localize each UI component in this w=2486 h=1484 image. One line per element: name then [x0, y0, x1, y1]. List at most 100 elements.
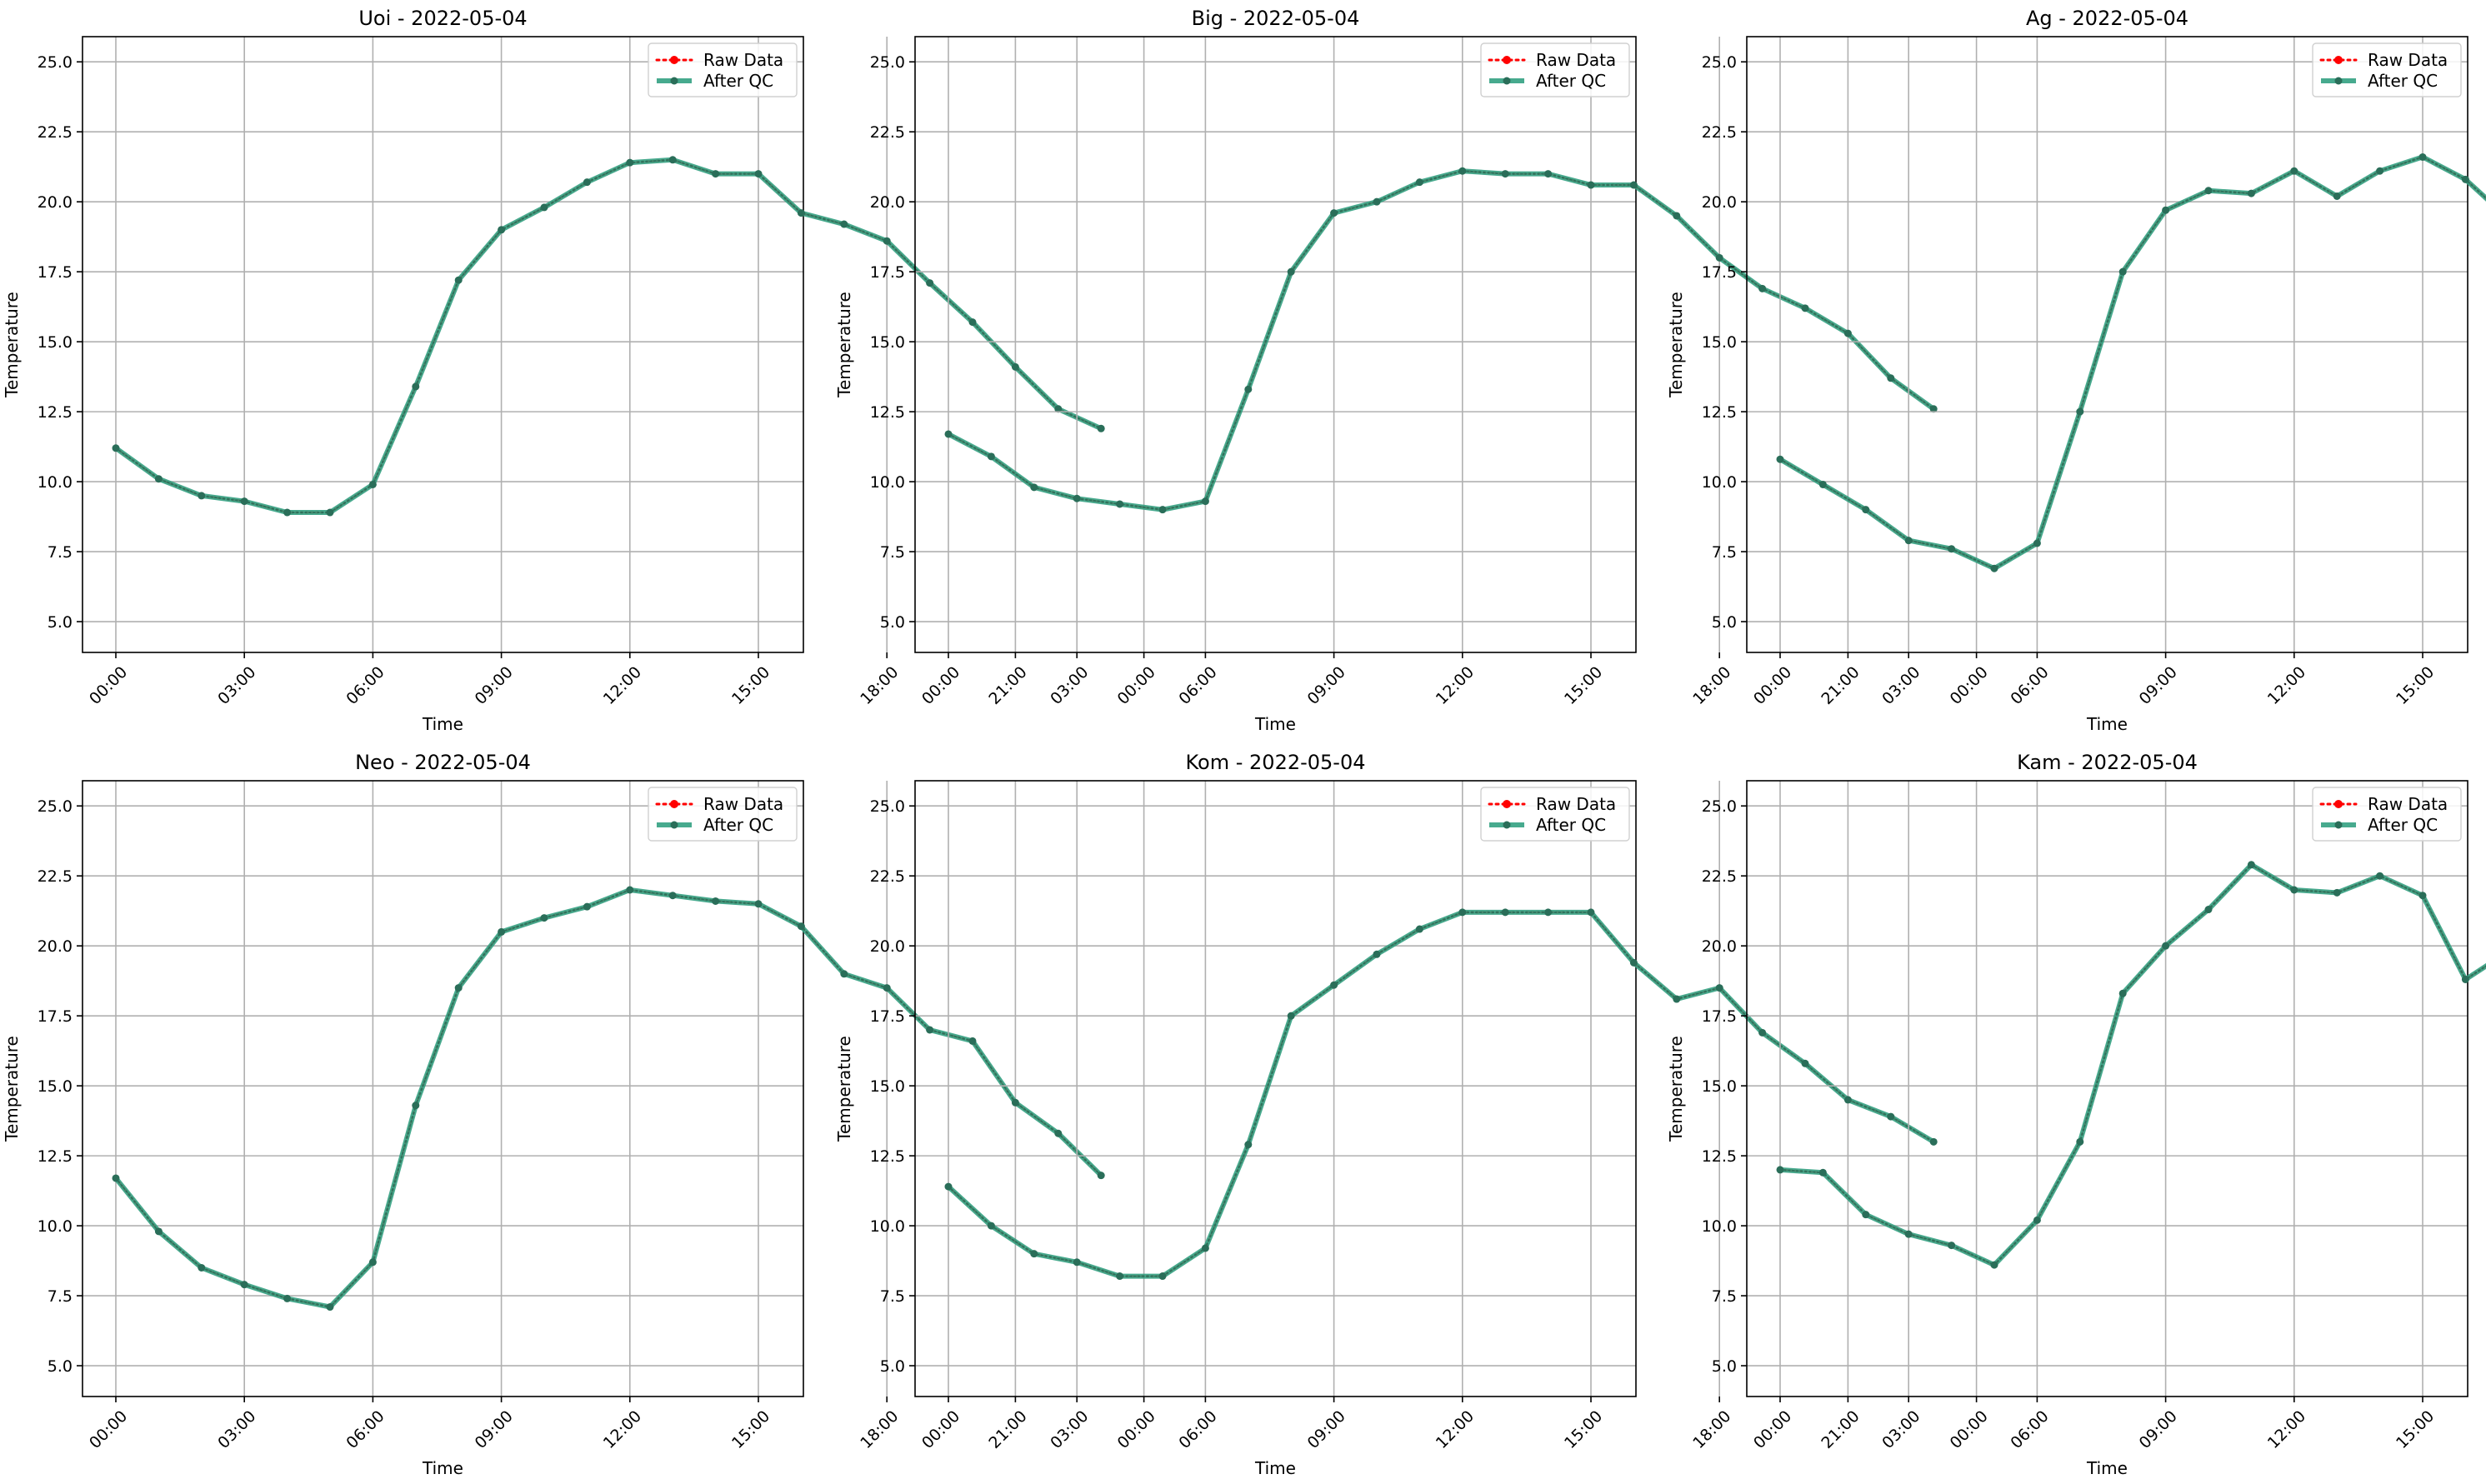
after-qc-point — [326, 1303, 334, 1312]
y-axis-label: Temperature — [1666, 292, 1686, 398]
x-tick-label: 15:00 — [2393, 1407, 2438, 1452]
y-tick-label: 12.5 — [38, 403, 73, 422]
chart-panel: Big - 2022-05-04 5.0 7.5 10.0 12.5 15.0 17.5 20… — [834, 7, 1992, 734]
after-qc-point — [1904, 1230, 1913, 1238]
y-tick-label: 25.0 — [38, 797, 73, 816]
after-qc-point — [1629, 181, 1638, 189]
after-qc-point — [1887, 374, 1895, 382]
chart-title: Neo - 2022-05-04 — [355, 751, 531, 774]
after-qc-point — [198, 492, 206, 500]
after-qc-point — [1116, 1272, 1124, 1281]
after-qc-point — [1904, 537, 1913, 545]
x-axis-label: Time — [2086, 714, 2128, 734]
x-tick-label: 03:00 — [1878, 663, 1923, 708]
x-tick-label: 03:00 — [1047, 663, 1092, 708]
legend-qc-marker — [670, 821, 678, 829]
legend-raw-marker — [670, 800, 678, 808]
legend-qc-label: After QC — [703, 71, 773, 91]
after-qc-point — [198, 1263, 206, 1272]
after-qc-point — [1929, 1137, 1938, 1146]
after-qc-line — [114, 157, 1103, 515]
after-qc-point — [1843, 1096, 1852, 1104]
x-tick-label: 15:00 — [1561, 1407, 1606, 1452]
after-qc-point — [1201, 497, 1209, 506]
after-qc-point — [540, 914, 548, 922]
after-qc-point — [1373, 197, 1381, 206]
chart-title: Big - 2022-05-04 — [1192, 7, 1360, 30]
after-qc-point — [2290, 167, 2298, 175]
after-qc-point — [883, 237, 891, 245]
y-tick-label: 25.0 — [870, 53, 905, 72]
after-qc-point — [668, 892, 677, 900]
after-qc-point — [1862, 506, 1870, 514]
x-tick-label: 00:00 — [1750, 1407, 1795, 1452]
y-axis-label: Temperature — [1666, 1036, 1686, 1142]
x-tick-label: 00:00 — [86, 1407, 131, 1452]
plot-frame — [914, 36, 1637, 653]
x-tick-label: 18:00 — [857, 1407, 902, 1452]
y-tick-label: 15.0 — [38, 1077, 73, 1096]
after-qc-point — [840, 220, 848, 228]
after-qc-point — [2076, 407, 2084, 416]
after-qc-point — [454, 984, 463, 992]
after-qc-point — [2204, 906, 2213, 914]
legend-qc-marker — [1503, 821, 1511, 829]
y-tick-label: 7.5 — [1712, 543, 1737, 562]
after-qc-point — [1758, 1028, 1767, 1037]
after-qc-point — [1330, 209, 1338, 217]
plot-frame — [1746, 36, 2468, 653]
x-tick-label: 09:00 — [2136, 1407, 2181, 1452]
after-qc-point — [1818, 1168, 1827, 1177]
x-tick-label: 15:00 — [2393, 663, 2438, 708]
after-qc-point — [1458, 167, 1467, 175]
after-qc-point — [1373, 950, 1381, 958]
after-qc-point — [412, 382, 420, 391]
after-qc-point — [2033, 1216, 2041, 1224]
after-qc-point — [944, 430, 953, 438]
after-qc-point — [1158, 1272, 1167, 1281]
after-qc-point — [1801, 1059, 1809, 1067]
raw-data-line — [1778, 862, 2486, 1267]
x-tick-label: 06:00 — [343, 1407, 388, 1452]
y-tick-label: 17.5 — [870, 263, 905, 282]
after-qc-point — [2290, 886, 2298, 894]
after-qc-line — [947, 168, 1935, 512]
y-tick-label: 20.0 — [870, 937, 905, 956]
x-axis-label: Time — [2086, 1458, 2128, 1478]
after-qc-point — [326, 508, 334, 517]
y-tick-label: 15.0 — [38, 333, 73, 352]
y-tick-label: 10.0 — [1702, 1217, 1737, 1236]
after-qc-point — [2461, 175, 2469, 183]
legend-qc-marker — [2334, 77, 2343, 85]
after-qc-line — [946, 909, 1935, 1279]
after-qc-point — [2118, 989, 2127, 997]
legend-qc-label: After QC — [1536, 815, 1606, 835]
raw-data-line — [947, 911, 1935, 1278]
after-qc-point — [583, 178, 591, 187]
chart-title: Kam - 2022-05-04 — [2017, 751, 2198, 774]
x-tick-label: 03:00 — [1047, 1407, 1092, 1452]
after-qc-point — [926, 1026, 934, 1034]
after-qc-point — [1116, 500, 1124, 508]
after-qc-point — [2418, 892, 2427, 900]
raw-data-line — [947, 169, 1935, 512]
after-qc-point — [1287, 267, 1295, 276]
legend-raw-label: Raw Data — [2368, 794, 2448, 814]
after-qc-point — [368, 1258, 377, 1267]
after-qc-point — [1054, 1129, 1063, 1137]
after-qc-point — [1990, 1261, 1998, 1269]
after-qc-point — [1244, 385, 1253, 393]
after-qc-point — [712, 170, 720, 178]
after-qc-point — [1030, 483, 1038, 492]
legend-raw-label: Raw Data — [1536, 794, 1616, 814]
after-qc-line — [1778, 154, 2486, 572]
y-axis-label: Temperature — [834, 1036, 854, 1142]
raw-data-line — [1778, 155, 2486, 570]
chart-panel: Ag - 2022-05-04 5.0 7.5 10.0 12.5 15.0 17.5 20.… — [1666, 7, 2486, 734]
after-qc-point — [1097, 1172, 1105, 1180]
